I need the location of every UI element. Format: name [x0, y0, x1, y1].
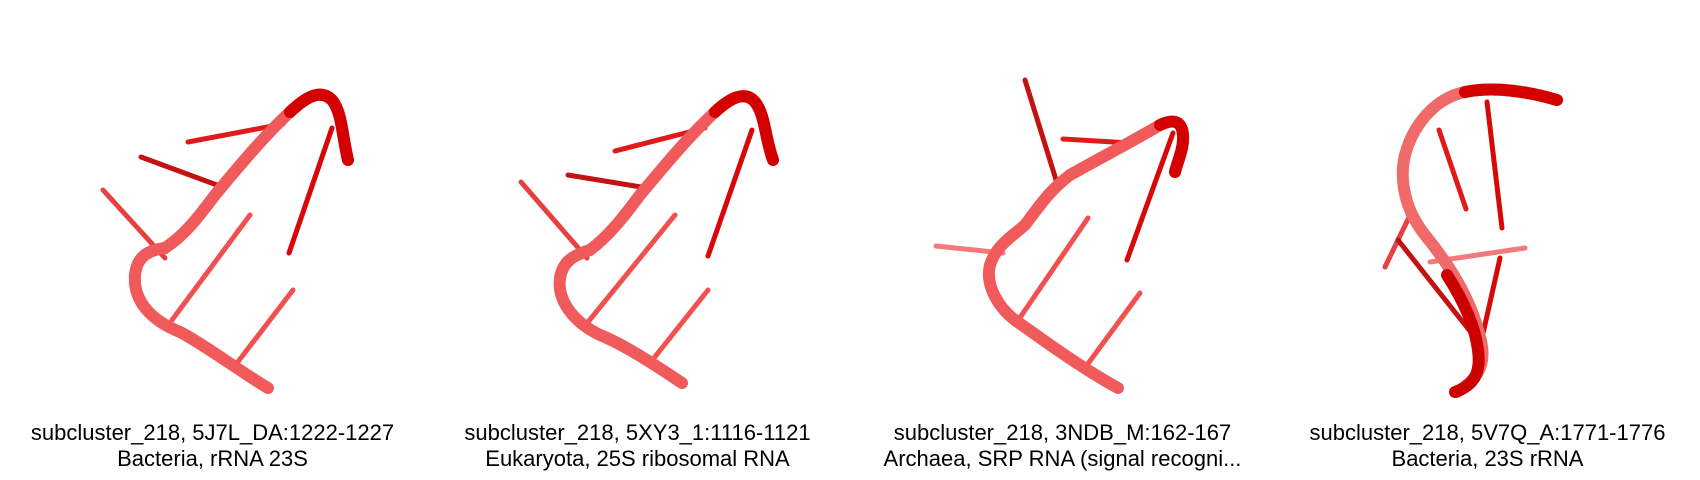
base-line — [585, 212, 678, 325]
base-line — [647, 287, 711, 366]
base-line — [169, 212, 253, 323]
base-line — [705, 127, 755, 259]
base-line — [286, 125, 335, 256]
rna-structure-image-3 — [933, 77, 1190, 394]
rna-structure-image-2 — [518, 90, 779, 389]
base-line — [1395, 237, 1480, 343]
base-line — [1084, 290, 1143, 368]
base-line — [138, 154, 228, 191]
base-line — [1022, 77, 1060, 186]
base-line — [565, 172, 650, 191]
base-line — [1436, 127, 1469, 212]
rna-structure-image-1 — [100, 88, 354, 394]
panel-subtitle-3: Archaea, SRP RNA (signal recogni... — [883, 446, 1242, 471]
panel-title-2: subcluster_218, 5XY3_1:1116-1121 — [464, 420, 811, 445]
panel-subtitle-1: Bacteria, rRNA 23S — [117, 446, 308, 471]
panel-title-1: subcluster_218, 5J7L_DA:1222-1227 — [30, 420, 395, 445]
base-line — [1014, 215, 1091, 325]
panel-title-3: subcluster_218, 3NDB_M:162-167 — [893, 420, 1232, 445]
backbone-tube-dark — [284, 88, 354, 166]
base-line — [518, 179, 590, 261]
base-line — [1484, 99, 1505, 231]
structure-panel-3: subcluster_218, 3NDB_M:162-167 Archaea, … — [850, 0, 1275, 480]
base-line — [1124, 130, 1176, 263]
panel-caption-2: subcluster_218, 5XY3_1:1116-1121 Eukaryo… — [425, 420, 850, 472]
panel-subtitle-2: Eukaryota, 25S ribosomal RNA — [485, 446, 790, 471]
backbone-tube-dark — [709, 90, 779, 166]
panel-caption-4: subcluster_218, 5V7Q_A:1771-1776 Bacteri… — [1275, 420, 1700, 472]
panel-caption-1: subcluster_218, 5J7L_DA:1222-1227 Bacter… — [0, 420, 425, 472]
structure-panel-4: subcluster_218, 5V7Q_A:1771-1776 Bacteri… — [1275, 0, 1700, 480]
structure-panel-2: subcluster_218, 5XY3_1:1116-1121 Eukaryo… — [425, 0, 850, 480]
base-line — [234, 287, 296, 366]
panel-title-4: subcluster_218, 5V7Q_A:1771-1776 — [1309, 420, 1666, 445]
panel-caption-3: subcluster_218, 3NDB_M:162-167 Archaea, … — [850, 420, 1275, 472]
backbone-tube-lower — [1441, 269, 1485, 398]
panel-subtitle-4: Bacteria, 23S rRNA — [1391, 446, 1584, 471]
rna-structure-image-4 — [1382, 83, 1563, 398]
backbone-tube — [982, 115, 1190, 394]
structure-panel-1: subcluster_218, 5J7L_DA:1222-1227 Bacter… — [0, 0, 425, 480]
backbone-tube-dark — [1459, 83, 1563, 106]
backbone-tube — [128, 88, 354, 394]
backbone-tube-dark — [1154, 115, 1190, 178]
